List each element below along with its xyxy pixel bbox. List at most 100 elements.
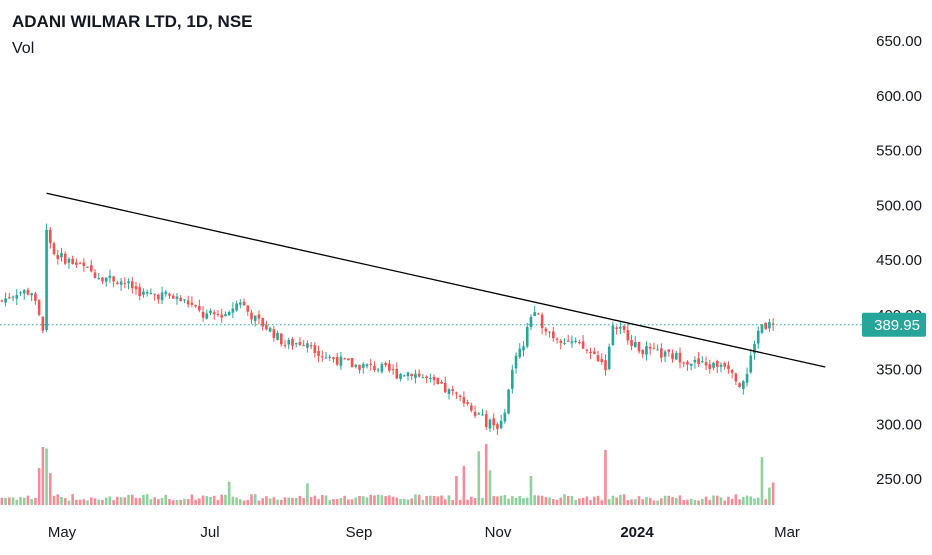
candle-body <box>97 278 101 280</box>
volume-bar <box>4 497 7 505</box>
candle-body <box>425 376 428 379</box>
volume-bar <box>268 498 272 505</box>
symbol-title: ADANI WILMAR LTD, 1D, NSE <box>12 12 253 31</box>
y-tick-label: 450.00 <box>876 252 922 269</box>
volume-bar <box>388 495 391 505</box>
candle-body <box>630 340 633 347</box>
volume-bar <box>127 494 130 505</box>
volume-bar <box>701 499 704 505</box>
candle-body <box>71 258 74 265</box>
x-tick-label: Mar <box>774 524 800 541</box>
candle-body <box>130 281 134 289</box>
candle-body <box>544 328 548 332</box>
candle-body <box>563 342 566 344</box>
candle-body <box>481 414 484 416</box>
candle-body <box>287 340 291 345</box>
volume-bar <box>93 498 97 505</box>
volume-bar <box>365 497 369 505</box>
volume-bar <box>686 499 689 505</box>
candle-body <box>753 343 756 354</box>
x-tick-label: Sep <box>346 524 373 541</box>
candle-body <box>548 331 551 333</box>
volume-bar <box>522 498 525 505</box>
candle-body <box>727 365 730 370</box>
volume-bar <box>384 496 387 505</box>
volume-bar <box>339 498 343 505</box>
candle-body <box>272 329 276 339</box>
candle-body <box>395 368 399 379</box>
candle-body <box>596 355 600 362</box>
volume-indicator-label[interactable]: Vol <box>12 40 35 57</box>
candle-body <box>496 424 499 429</box>
volume-bar <box>45 448 48 505</box>
volume-bar <box>596 495 600 505</box>
trendline[interactable] <box>46 192 826 368</box>
volume-bar <box>328 500 332 505</box>
candle-body <box>604 360 607 371</box>
y-tick-label: 350.00 <box>876 362 922 379</box>
volume-bar <box>63 498 67 505</box>
volume-bar <box>641 499 645 505</box>
volume-bar <box>82 499 86 505</box>
volume-bar <box>488 470 492 505</box>
volume-bar <box>574 499 577 505</box>
volume-bar <box>742 497 745 505</box>
volume-bar <box>354 497 358 505</box>
volume-bar <box>663 495 667 505</box>
volume-bar <box>376 494 380 505</box>
candle-body <box>719 364 723 367</box>
volume-bar <box>455 476 458 505</box>
candle-body <box>276 332 279 340</box>
volume-bar <box>458 499 462 505</box>
candle-body <box>34 293 37 301</box>
candle-body <box>52 243 56 255</box>
candle-body <box>663 351 667 357</box>
volume-bar <box>645 497 648 505</box>
volume-bar <box>30 499 33 505</box>
candle-body <box>227 311 231 316</box>
candle-body <box>19 292 22 294</box>
candle-body <box>75 262 78 265</box>
candle-body <box>477 413 481 415</box>
volume-bar <box>660 498 663 505</box>
volume-bar <box>294 497 298 505</box>
volume-bar <box>447 495 451 505</box>
candle-body <box>742 381 745 389</box>
volume-bar <box>134 497 138 505</box>
candle-body <box>350 358 354 368</box>
candle-body <box>678 352 682 363</box>
volume-bar <box>421 499 425 505</box>
volume-bar <box>283 497 287 505</box>
candle-body <box>641 349 645 355</box>
volume-bar <box>473 498 477 505</box>
volume-bar <box>656 500 659 505</box>
candle-body <box>701 361 704 363</box>
price-axis[interactable]: 650.00600.00550.00500.00450.00400.00350.… <box>876 33 922 488</box>
last-price-label: 389.95 <box>874 317 920 334</box>
candle-body <box>380 364 384 372</box>
volume-bar <box>674 497 678 505</box>
volume-bar <box>723 500 727 505</box>
candle-body <box>421 377 425 379</box>
candle-body <box>212 312 216 315</box>
candle-body <box>67 258 71 263</box>
candle-body <box>611 325 615 345</box>
candle-body <box>429 377 432 379</box>
volume-bar <box>730 498 734 505</box>
volume-bar <box>209 497 212 505</box>
volume-bar <box>607 499 611 505</box>
volume-bar <box>484 444 488 505</box>
volume-bar <box>272 497 276 505</box>
candle-body <box>22 290 26 294</box>
volume-bar <box>481 497 484 505</box>
time-axis[interactable]: May Jul Sep Nov 2024 Mar <box>48 524 800 541</box>
volume-bar <box>462 465 466 505</box>
candle-body <box>648 347 652 349</box>
x-tick-label: May <box>48 524 77 541</box>
volume-bar <box>48 473 52 505</box>
candle-body <box>268 328 272 332</box>
candle-body <box>492 418 495 426</box>
volume-bar <box>451 500 455 505</box>
